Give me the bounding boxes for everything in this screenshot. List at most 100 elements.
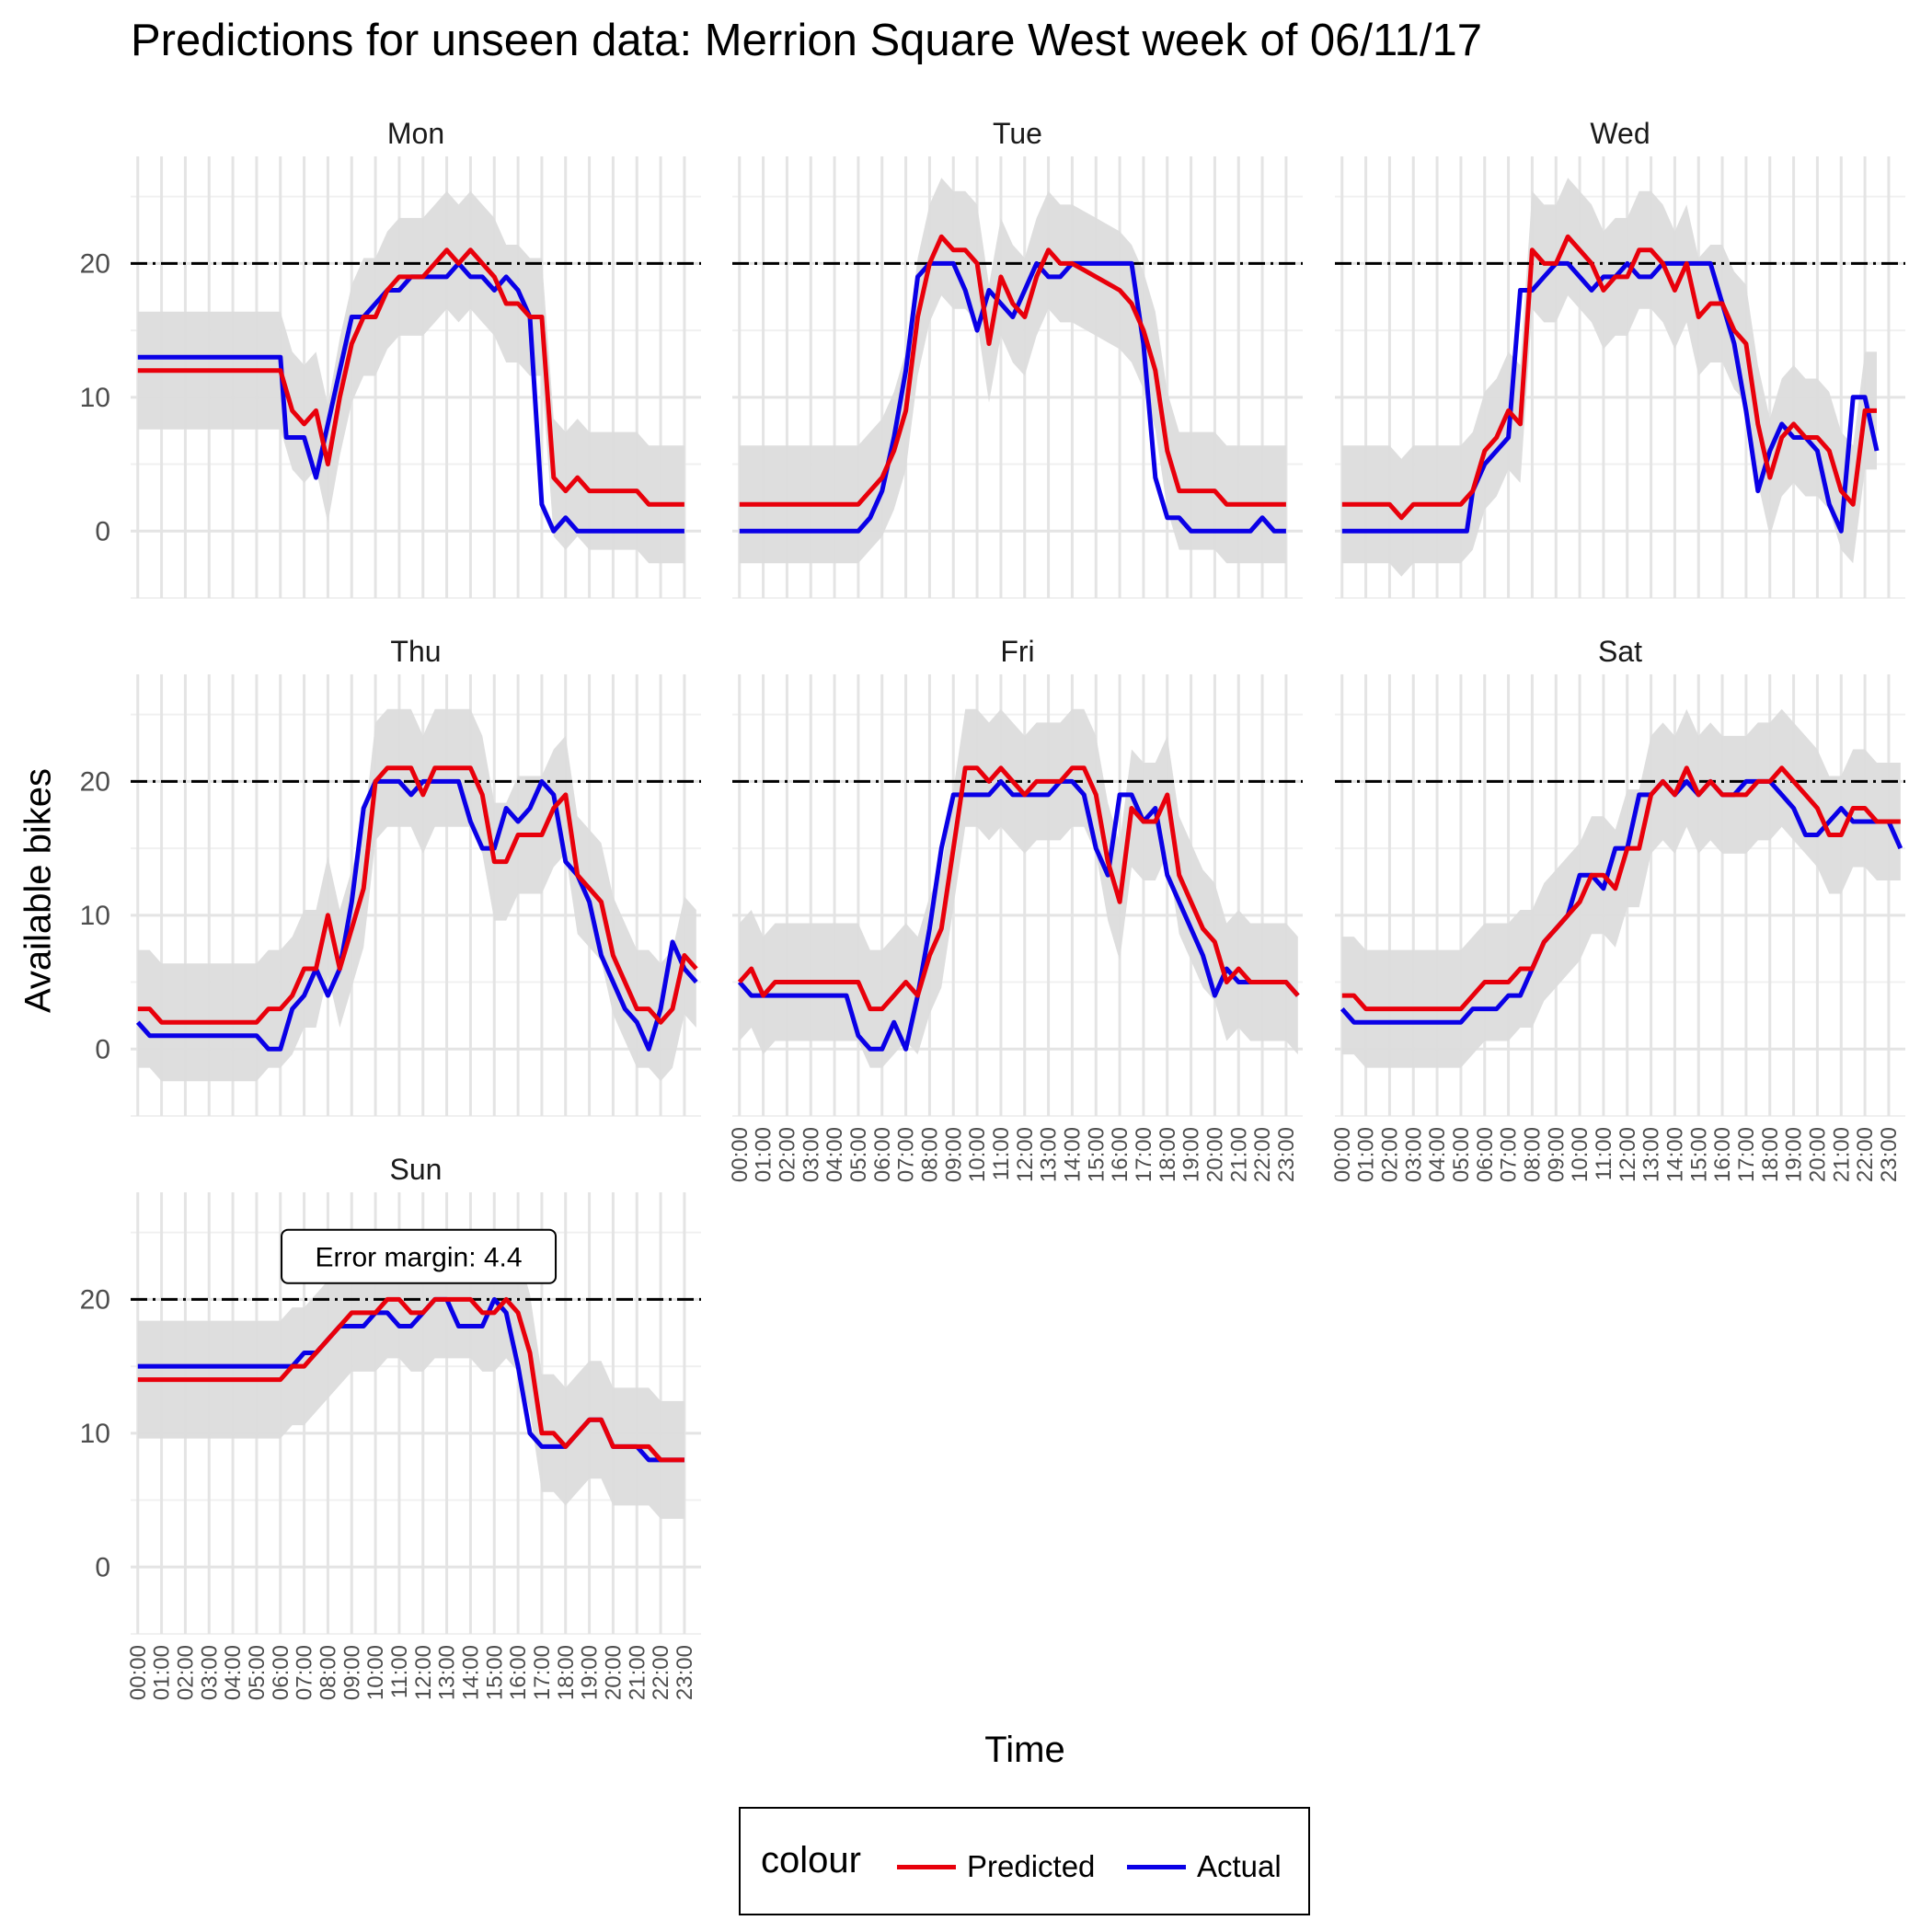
legend-item-actual: Actual bbox=[1127, 1849, 1282, 1884]
x-tick-label: 14:00 bbox=[1662, 1127, 1687, 1182]
chart-title: Predictions for unseen data: Merrion Squ… bbox=[131, 16, 1483, 65]
x-tick-label: 07:00 bbox=[1497, 1127, 1522, 1182]
y-tick-label: 20 bbox=[80, 1284, 110, 1315]
x-tick-label: 20:00 bbox=[1202, 1127, 1227, 1182]
legend-swatch-actual bbox=[1127, 1864, 1186, 1869]
y-tick-label: 0 bbox=[95, 516, 110, 546]
x-tick-label: 06:00 bbox=[870, 1127, 895, 1182]
x-tick-label: 08:00 bbox=[917, 1127, 942, 1182]
x-tick-label: 17:00 bbox=[1734, 1127, 1759, 1182]
x-tick-label: 22:00 bbox=[1250, 1127, 1275, 1182]
error-band bbox=[739, 178, 1286, 564]
x-tick-label: 19:00 bbox=[1179, 1127, 1204, 1182]
x-tick-label: 20:00 bbox=[1805, 1127, 1830, 1182]
legend-label-predicted: Predicted bbox=[967, 1849, 1096, 1883]
x-tick-label: 07:00 bbox=[894, 1127, 919, 1182]
x-tick-label: 11:00 bbox=[387, 1645, 412, 1698]
x-tick-label: 21:00 bbox=[625, 1645, 650, 1700]
x-tick-label: 23:00 bbox=[1877, 1127, 1902, 1182]
x-tick-label: 02:00 bbox=[1377, 1127, 1402, 1182]
legend-item-predicted: Predicted bbox=[897, 1849, 1095, 1884]
x-tick-label: 14:00 bbox=[1060, 1127, 1085, 1182]
x-tick-label: 15:00 bbox=[482, 1645, 507, 1700]
predicted-line bbox=[739, 234, 1286, 507]
x-tick-label: 16:00 bbox=[1108, 1127, 1133, 1182]
x-tick-label: 23:00 bbox=[1274, 1127, 1299, 1182]
y-tick-label: 0 bbox=[95, 1034, 110, 1064]
x-tick-label: 00:00 bbox=[728, 1127, 753, 1182]
x-tick-label: 13:00 bbox=[1639, 1127, 1664, 1182]
predicted-line bbox=[137, 247, 684, 507]
y-tick-label: 10 bbox=[80, 901, 110, 931]
x-tick-label: 18:00 bbox=[554, 1645, 579, 1700]
x-axis-label: Time bbox=[984, 1730, 1065, 1770]
x-tick-label: 08:00 bbox=[1520, 1127, 1545, 1182]
x-tick-label: 06:00 bbox=[1473, 1127, 1498, 1182]
x-tick-label: 02:00 bbox=[173, 1645, 198, 1700]
x-tick-label: 12:00 bbox=[1616, 1127, 1640, 1182]
panel-title: Wed bbox=[1590, 117, 1650, 150]
x-tick-label: 16:00 bbox=[1710, 1127, 1735, 1182]
x-tick-label: 13:00 bbox=[1037, 1127, 1062, 1182]
x-tick-label: 18:00 bbox=[1156, 1127, 1180, 1182]
x-tick-label: 02:00 bbox=[775, 1127, 799, 1182]
x-tick-label: 04:00 bbox=[221, 1645, 246, 1700]
x-tick-label: 22:00 bbox=[649, 1645, 673, 1700]
panel-sat: Sat 00:0001:0002:0003:0004:0005:0006:0007… bbox=[1330, 635, 1905, 1182]
panel-wed: Wed bbox=[1335, 117, 1905, 599]
x-tick-label: 03:00 bbox=[1401, 1127, 1426, 1182]
x-tick-label: 04:00 bbox=[1425, 1127, 1450, 1182]
x-tick-label: 17:00 bbox=[530, 1645, 555, 1700]
x-tick-label: 01:00 bbox=[150, 1645, 175, 1700]
x-tick-label: 19:00 bbox=[578, 1645, 603, 1700]
x-tick-label: 22:00 bbox=[1853, 1127, 1878, 1182]
x-tick-label: 12:00 bbox=[1013, 1127, 1038, 1182]
x-tick-label: 00:00 bbox=[126, 1645, 151, 1700]
actual-line bbox=[135, 778, 698, 1052]
predicted-line bbox=[137, 1296, 684, 1463]
error-band bbox=[137, 190, 684, 564]
x-tick-label: 12:00 bbox=[411, 1645, 436, 1700]
panel-thu: Thu 0 10 20 bbox=[80, 635, 701, 1117]
x-tick-label: 21:00 bbox=[1226, 1127, 1251, 1182]
legend-label-actual: Actual bbox=[1197, 1849, 1282, 1883]
panel-mon: Mon 0 10 20 bbox=[80, 117, 701, 599]
x-tick-label: 17:00 bbox=[1132, 1127, 1156, 1182]
y-tick-label: 20 bbox=[80, 766, 110, 797]
predicted-line bbox=[137, 765, 698, 1025]
x-tick-label: 11:00 bbox=[1592, 1127, 1616, 1180]
x-tick-label: 19:00 bbox=[1782, 1127, 1807, 1182]
error-band bbox=[137, 1240, 684, 1519]
predicted-line bbox=[1341, 765, 1901, 1012]
y-tick-label: 20 bbox=[80, 248, 110, 279]
x-tick-label: 11:00 bbox=[989, 1127, 1014, 1180]
predicted-line bbox=[1341, 234, 1877, 521]
panel-title: Fri bbox=[1000, 635, 1034, 668]
error-band bbox=[1341, 178, 1877, 577]
x-tick-label: 08:00 bbox=[316, 1645, 340, 1700]
panel-sun: Sun 0 10 20 00:0001:0002:0003:0004:0005:0006… bbox=[80, 1153, 701, 1700]
x-tick-label: 21:00 bbox=[1829, 1127, 1854, 1182]
x-tick-label: 05:00 bbox=[846, 1127, 871, 1182]
x-tick-label: 05:00 bbox=[1449, 1127, 1474, 1182]
legend: colour Predicted Actual bbox=[739, 1807, 1310, 1915]
panel-title: Tue bbox=[993, 117, 1042, 150]
x-tick-label: 18:00 bbox=[1758, 1127, 1783, 1182]
x-tick-label: 01:00 bbox=[1354, 1127, 1379, 1182]
panel-title: Thu bbox=[390, 635, 441, 668]
panel-tue: Tue bbox=[732, 117, 1303, 599]
panel-fri: Fri 00:0001:0002:0003:0004:0005:0006:0007… bbox=[728, 635, 1303, 1182]
y-tick-label: 10 bbox=[80, 383, 110, 413]
legend-title: colour bbox=[761, 1840, 861, 1880]
x-tick-label: 09:00 bbox=[941, 1127, 966, 1182]
x-tick-label: 15:00 bbox=[1084, 1127, 1109, 1182]
x-tick-label: 23:00 bbox=[673, 1645, 697, 1700]
error-band bbox=[739, 708, 1298, 1068]
annotation-box bbox=[281, 1228, 558, 1284]
x-tick-label: 20:00 bbox=[601, 1645, 626, 1700]
legend-swatch-predicted bbox=[897, 1864, 956, 1869]
x-tick-label: 04:00 bbox=[822, 1127, 847, 1182]
x-tick-label: 09:00 bbox=[339, 1645, 364, 1700]
x-tick-label: 14:00 bbox=[458, 1645, 483, 1700]
